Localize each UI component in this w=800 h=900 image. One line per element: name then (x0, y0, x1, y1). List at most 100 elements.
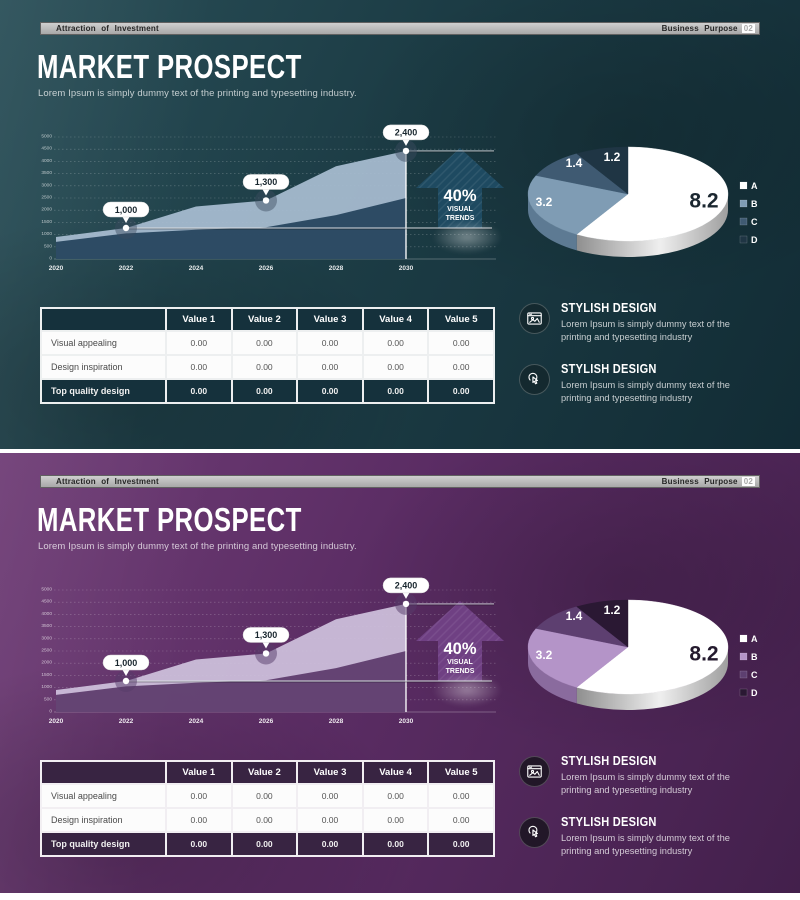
data-point-marker (262, 197, 270, 204)
table-column-header: Value 2 (232, 309, 297, 330)
feature-body: Lorem Ipsum is simply dummy text of the … (561, 319, 730, 342)
values-table: Value 1 Value 2 Value 3 Value 4 Value 5 Visua… (40, 307, 495, 404)
arrow-label: VISUAL (447, 659, 473, 666)
y-tick-label: 4000 (41, 158, 52, 164)
table-value-cell: 0.00 (232, 809, 297, 831)
y-tick-label: 2000 (41, 660, 52, 666)
pie-slice-B (527, 175, 629, 235)
y-tick-label: 500 (44, 696, 52, 702)
topbar-purpose: Business Purpose 02 (662, 24, 755, 33)
feature-text: STYLISH DESIGN Lorem Ipsum is simply dum… (561, 361, 761, 404)
table-value-cell: 0.00 (429, 380, 493, 402)
pie-side-A (576, 647, 728, 710)
browser-image-icon (519, 756, 550, 787)
y-tick-label: 5000 (41, 587, 52, 593)
x-tick-label: 2026 (259, 265, 274, 272)
data-point-marker (122, 224, 130, 232)
callout-value: 1,300 (255, 177, 278, 187)
feature-heading: STYLISH DESIGN (561, 814, 657, 829)
values-table: Value 1 Value 2 Value 3 Value 4 Value 5 Visua… (40, 760, 495, 857)
table-value-cell: 0.00 (232, 785, 297, 807)
data-point-marker (402, 600, 410, 608)
callout-value: 2,400 (395, 128, 418, 138)
area-chart: 0 500 1000 1500 2000 2500 3000 3500 4000 4500 5000… (41, 124, 504, 272)
table-value-cell: 0.00 (298, 785, 362, 807)
feature-text: STYLISH DESIGN Lorem Ipsum is simply dum… (561, 300, 761, 343)
arrow-percent: 40% (443, 640, 476, 658)
y-tick-label: 1500 (41, 672, 52, 678)
table-value-cell: 0.00 (232, 332, 297, 354)
data-callout: 2,400 (382, 577, 430, 615)
feature-text: STYLISH DESIGN Lorem Ipsum is simply dum… (561, 814, 761, 857)
slide-subtitle: Lorem Ipsum is simply dummy text of the … (38, 88, 357, 99)
pie-side-A (576, 194, 728, 257)
data-point-marker (402, 147, 410, 155)
pie-value-label-A: 8.2 (689, 643, 718, 666)
y-tick-label: 5000 (41, 134, 52, 140)
data-callout: 2,400 (382, 124, 430, 162)
pie-value-label-C: 1.4 (566, 609, 583, 623)
y-tick-label: 4500 (41, 146, 52, 152)
callout-bubble (382, 577, 430, 594)
x-tick-label: 2020 (49, 265, 64, 272)
pie-value-label-B: 3.2 (536, 648, 553, 662)
lower-area-series (56, 198, 406, 259)
table-value-cell: 0.00 (429, 809, 493, 831)
pie-side-B (528, 194, 577, 251)
legend-swatch-B (739, 199, 748, 208)
slide-title: MARKET PROSPECT (37, 48, 302, 85)
table-value-cell: 0.00 (429, 833, 493, 855)
y-tick-label: 1500 (41, 219, 52, 225)
table-value-cell: 0.00 (167, 332, 231, 354)
arrow-shape (416, 601, 504, 681)
table-row-label: Design inspiration (42, 356, 165, 378)
y-tick-label: 3500 (41, 170, 52, 176)
y-tick-label: 0 (49, 709, 52, 715)
pie-side-B (528, 647, 577, 704)
table-value-cell: 0.00 (363, 356, 428, 378)
arrow-label: TRENDS (446, 215, 475, 222)
x-tick-label: 2030 (399, 718, 414, 725)
data-callout: 1,000 (102, 654, 150, 693)
pie-slice-A (576, 599, 729, 695)
x-tick-label: 2022 (119, 265, 134, 272)
legend-swatch-D (739, 235, 748, 244)
pie-slices (527, 599, 729, 695)
legend-label-B: B (751, 199, 758, 209)
table-value-cell: 0.00 (298, 833, 362, 855)
feature-body: Lorem Ipsum is simply dummy text of the … (561, 833, 730, 856)
pie-value-label-B: 3.2 (536, 195, 553, 209)
y-tick-label: 500 (44, 243, 52, 249)
callout-bubble (102, 654, 150, 671)
pie-value-label-C: 1.4 (566, 156, 583, 170)
table-column-header: Value 4 (363, 309, 428, 330)
legend-label-C: C (751, 670, 758, 680)
table-value-cell: 0.00 (232, 380, 297, 402)
y-tick-label: 2500 (41, 195, 52, 201)
feature-body: Lorem Ipsum is simply dummy text of the … (561, 380, 730, 403)
table-column-header: Value 3 (298, 309, 362, 330)
table-value-cell: 0.00 (298, 809, 362, 831)
pie-slice-B (527, 628, 629, 688)
pie-sides (528, 647, 728, 710)
y-tick-label: 4500 (41, 599, 52, 605)
table-value-cell: 0.00 (298, 332, 362, 354)
data-point-marker (122, 677, 130, 685)
callout-bubble (242, 627, 290, 643)
x-tick-label: 2022 (119, 718, 134, 725)
feature-text: STYLISH DESIGN Lorem Ipsum is simply dum… (561, 753, 761, 796)
y-tick-label: 2000 (41, 207, 52, 213)
pie-slice-D (576, 599, 629, 648)
slide-purple: Attraction of Investment Business Purpos… (0, 453, 800, 893)
table-value-cell: 0.00 (429, 332, 493, 354)
tap-click-icon (519, 364, 550, 395)
callout-bubble (242, 174, 290, 190)
y-tick-label: 1000 (41, 684, 52, 690)
feature-block-2: STYLISH DESIGN Lorem Ipsum is simply dum… (519, 814, 784, 857)
arrow-percent: 40% (443, 187, 476, 205)
feature-block-1: STYLISH DESIGN Lorem Ipsum is simply dum… (519, 300, 784, 343)
pie-slice-D (576, 146, 629, 195)
slide-number-badge: 02 (741, 24, 755, 33)
data-point-marker (262, 650, 270, 657)
